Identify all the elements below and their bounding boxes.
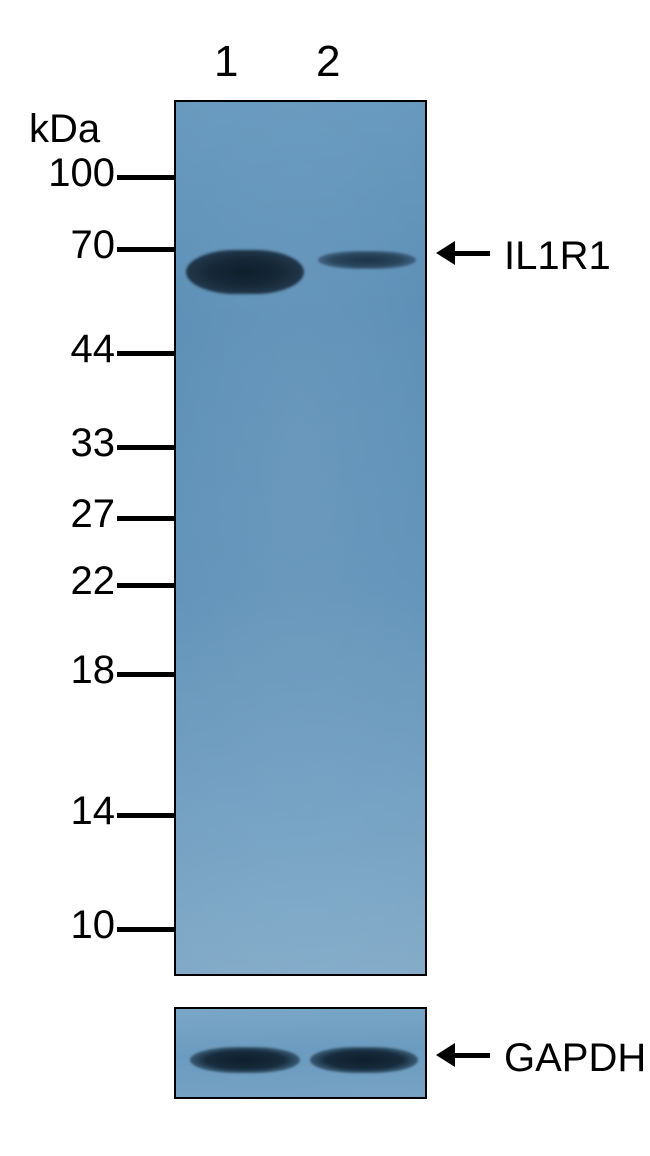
mw-label-44: 44 (71, 327, 116, 372)
mw-tick-100 (117, 175, 174, 180)
mw-label-10: 10 (71, 903, 116, 948)
mw-label-33: 33 (71, 421, 116, 466)
mw-tick-18 (117, 672, 174, 677)
il1r1-annotation-label: IL1R1 (504, 234, 611, 279)
mw-tick-22 (117, 583, 174, 588)
gapdh-annotation-label: GAPDH (504, 1036, 646, 1081)
main-blot-vignette (176, 102, 425, 974)
lane-label-2: 2 (316, 37, 340, 87)
western-blot-figure: kDa 1 2 100 70 44 33 27 22 18 14 10 IL1R1 GAPDH (0, 0, 650, 1156)
il1r1-annotation-arrow-head (436, 241, 455, 265)
mw-label-27: 27 (71, 492, 116, 537)
loading-control-panel (174, 1007, 427, 1099)
mw-label-70: 70 (71, 223, 116, 268)
mw-label-100: 100 (48, 151, 115, 196)
lane-label-1: 1 (214, 37, 238, 87)
gapdh-lane1 (190, 1047, 300, 1073)
il1r1-annotation-arrow-shaft (454, 251, 490, 256)
gapdh-lane2 (310, 1047, 418, 1073)
il1r1-lane2 (318, 251, 416, 269)
mw-label-22: 22 (71, 559, 116, 604)
mw-tick-70 (117, 247, 174, 252)
mw-label-14: 14 (71, 789, 116, 834)
mw-tick-14 (117, 813, 174, 818)
il1r1-lane1 (186, 250, 304, 294)
gapdh-annotation-arrow-head (436, 1043, 455, 1067)
kda-unit-label: kDa (29, 107, 100, 152)
mw-tick-44 (117, 351, 174, 356)
gapdh-annotation-arrow-shaft (454, 1053, 490, 1058)
mw-tick-33 (117, 445, 174, 450)
mw-tick-27 (117, 516, 174, 521)
mw-label-18: 18 (71, 648, 116, 693)
mw-tick-10 (117, 927, 174, 932)
main-blot-panel (174, 100, 427, 976)
